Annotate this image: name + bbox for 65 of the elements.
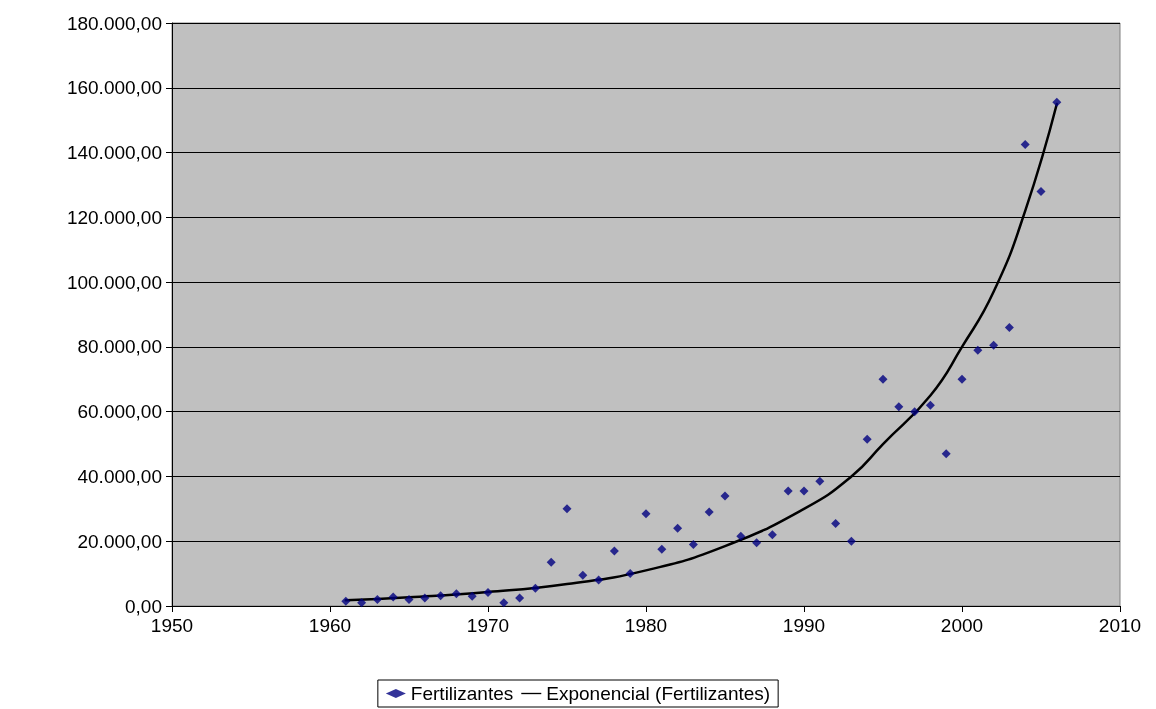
- point: [752, 538, 762, 548]
- legend-label: Exponencial (Fertilizantes): [546, 683, 771, 704]
- point: [404, 595, 414, 605]
- x-tick-label: 1970: [466, 615, 510, 636]
- point: [388, 592, 398, 602]
- point: [1036, 186, 1046, 196]
- point: [594, 575, 604, 585]
- point: [546, 557, 556, 567]
- point: [372, 595, 382, 605]
- y-tick-label: 40.000,00: [77, 465, 162, 487]
- point: [831, 518, 841, 528]
- point: [910, 407, 920, 417]
- x-tick-label: 2010: [1098, 615, 1142, 636]
- point: [989, 340, 999, 350]
- y-tick-label: 140.000,00: [66, 142, 162, 164]
- y-tick-label: 80.000,00: [77, 336, 162, 358]
- point: [341, 596, 351, 606]
- point: [878, 374, 888, 384]
- point: [1004, 322, 1014, 332]
- x-tick-label: 1960: [308, 615, 352, 636]
- point: [894, 402, 904, 412]
- point: [688, 539, 698, 549]
- point: [483, 587, 493, 597]
- x-tick-label: 1980: [624, 615, 668, 636]
- y-tick-label: 120.000,00: [66, 206, 162, 228]
- point: [625, 569, 635, 579]
- point: [530, 583, 540, 593]
- point: [815, 476, 825, 486]
- point: [451, 589, 461, 599]
- point: [1020, 139, 1030, 149]
- point: [609, 546, 619, 556]
- point: [467, 591, 477, 601]
- point: [941, 449, 951, 459]
- y-tick-label: 20.000,00: [77, 530, 162, 552]
- y-tick-label: 0,00: [125, 595, 162, 617]
- y-tick-label: 180.000,00: [66, 12, 162, 34]
- point: [515, 593, 525, 603]
- point: [783, 486, 793, 496]
- point: [736, 531, 746, 541]
- y-tick-label: 160.000,00: [66, 77, 162, 99]
- x-tick-label: 1990: [782, 615, 826, 636]
- point: [436, 591, 446, 601]
- point: [846, 536, 856, 546]
- point: [862, 434, 872, 444]
- point: [720, 491, 730, 501]
- y-tick-label: 100.000,00: [66, 271, 162, 293]
- legend-label: Fertilizantes: [410, 683, 514, 704]
- x-tick-label: 2000: [940, 615, 984, 636]
- point: [578, 570, 588, 580]
- point: [925, 400, 935, 410]
- point: [1052, 97, 1062, 107]
- point: [657, 544, 667, 554]
- point: [499, 598, 509, 608]
- point: [562, 504, 572, 514]
- point: [357, 598, 367, 608]
- y-tick-label: 60.000,00: [77, 401, 162, 423]
- point: [704, 507, 714, 517]
- x-tick-label: 1950: [150, 615, 194, 636]
- point: [673, 523, 683, 533]
- point: [799, 486, 809, 496]
- point: [641, 509, 651, 519]
- point: [767, 530, 777, 540]
- point: [973, 345, 983, 355]
- point: [420, 593, 430, 603]
- point: [957, 374, 967, 384]
